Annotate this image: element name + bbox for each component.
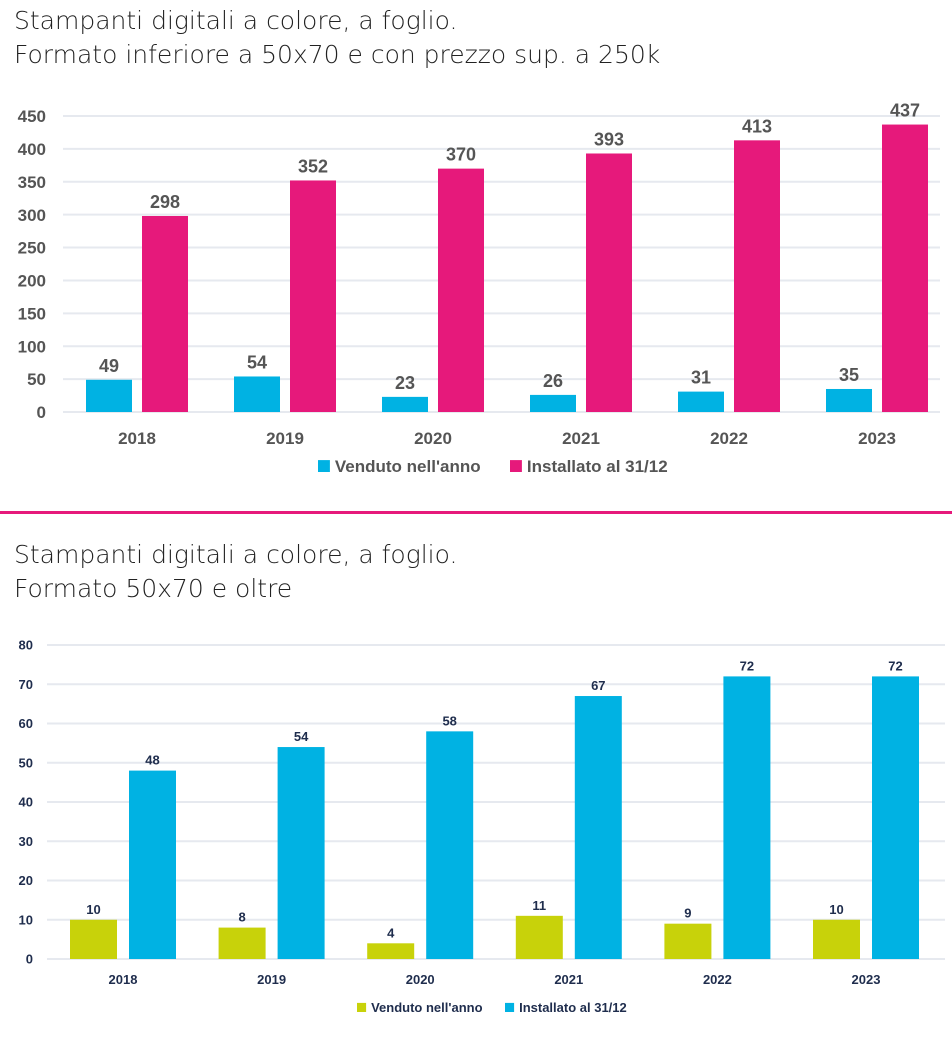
x-tick-label: 2018 <box>118 429 156 448</box>
data-label: 10 <box>829 902 843 917</box>
y-tick-label: 100 <box>18 337 46 356</box>
legend-swatch <box>510 460 522 472</box>
data-label: 31 <box>691 368 711 388</box>
bar <box>515 915 563 959</box>
data-label: 10 <box>86 902 100 917</box>
bar <box>426 731 474 959</box>
chart1-title: Stampanti digitali a colore, a foglio. F… <box>14 4 660 72</box>
chart2-title-line2: Formato 50x70 e oltre <box>14 574 293 603</box>
data-label: 67 <box>591 678 605 693</box>
y-tick-label: 0 <box>26 952 33 967</box>
data-label: 413 <box>742 116 772 136</box>
chart2-title-line1: Stampanti digitali a colore, a foglio. <box>14 540 458 569</box>
bar <box>277 747 325 959</box>
bar <box>142 215 188 412</box>
x-tick-label: 2023 <box>852 972 881 987</box>
y-tick-label: 300 <box>18 206 46 225</box>
bar <box>872 676 919 959</box>
data-label: 49 <box>99 356 119 376</box>
legend-label: Installato al 31/12 <box>527 457 668 476</box>
y-tick-label: 40 <box>19 795 33 810</box>
bar <box>882 124 928 412</box>
y-tick-label: 10 <box>19 912 33 927</box>
data-label: 370 <box>446 145 476 165</box>
bar <box>70 919 117 959</box>
bar <box>530 394 576 412</box>
chart2-title: Stampanti digitali a colore, a foglio. F… <box>14 538 457 606</box>
data-label: 11 <box>532 898 546 913</box>
data-label: 4 <box>387 925 395 940</box>
y-tick-label: 50 <box>19 755 33 770</box>
bar <box>86 379 132 412</box>
legend-label: Venduto nell'anno <box>335 457 481 476</box>
bar <box>234 376 280 412</box>
section-divider <box>0 511 952 514</box>
data-label: 54 <box>247 352 267 372</box>
data-label: 26 <box>543 371 563 391</box>
legend-swatch <box>318 460 330 472</box>
bar <box>367 943 415 959</box>
legend-swatch <box>505 1002 515 1012</box>
bar <box>826 388 872 412</box>
data-label: 72 <box>888 658 902 673</box>
data-label: 54 <box>294 729 309 744</box>
y-tick-label: 60 <box>19 716 33 731</box>
y-tick-label: 350 <box>18 173 46 192</box>
data-label: 393 <box>594 129 624 149</box>
x-tick-label: 2018 <box>109 972 138 987</box>
bar <box>734 140 780 413</box>
y-tick-label: 0 <box>37 403 46 422</box>
y-tick-label: 20 <box>19 873 33 888</box>
y-tick-label: 200 <box>18 272 46 291</box>
data-label: 9 <box>684 906 691 921</box>
data-label: 35 <box>839 365 859 385</box>
bar <box>382 396 428 412</box>
legend-swatch <box>357 1002 367 1012</box>
y-tick-label: 150 <box>18 304 46 323</box>
x-tick-label: 2021 <box>554 972 583 987</box>
legend-label: Venduto nell'anno <box>371 1000 482 1015</box>
x-tick-label: 2020 <box>406 972 435 987</box>
y-tick-label: 80 <box>19 638 33 653</box>
x-tick-label: 2022 <box>710 429 748 448</box>
y-tick-label: 30 <box>19 834 33 849</box>
bar <box>129 770 176 959</box>
data-label: 352 <box>298 156 328 176</box>
data-label: 48 <box>145 753 159 768</box>
x-tick-label: 2023 <box>858 429 896 448</box>
y-tick-label: 70 <box>19 677 33 692</box>
bar <box>586 153 632 412</box>
y-tick-label: 450 <box>18 107 46 126</box>
data-label: 58 <box>442 713 456 728</box>
y-tick-label: 250 <box>18 239 46 258</box>
bar <box>664 923 712 959</box>
x-tick-label: 2019 <box>257 972 286 987</box>
legend-label: Installato al 31/12 <box>519 1000 627 1015</box>
y-tick-label: 400 <box>18 140 46 159</box>
data-label: 72 <box>740 658 754 673</box>
chart1: 0 50 100 150 200 250 300 350 400 450 49 298 2018 54 35… <box>18 101 940 476</box>
data-label: 298 <box>150 192 180 212</box>
x-tick-label: 2019 <box>266 429 304 448</box>
chart1-title-line2: Formato inferiore a 50x70 e con prezzo s… <box>14 40 661 69</box>
x-tick-label: 2022 <box>703 972 732 987</box>
bar <box>218 927 266 959</box>
chart1-title-line1: Stampanti digitali a colore, a foglio. <box>14 6 458 35</box>
data-label: 23 <box>395 373 415 393</box>
y-tick-label: 50 <box>27 370 46 389</box>
bar <box>574 696 622 959</box>
x-tick-label: 2021 <box>562 429 600 448</box>
bar <box>678 391 724 412</box>
bar <box>290 180 336 412</box>
bar <box>813 919 860 959</box>
data-label: 8 <box>238 910 245 925</box>
bar <box>438 168 484 412</box>
bar <box>723 676 771 959</box>
data-label: 437 <box>890 101 920 121</box>
x-tick-label: 2020 <box>414 429 452 448</box>
